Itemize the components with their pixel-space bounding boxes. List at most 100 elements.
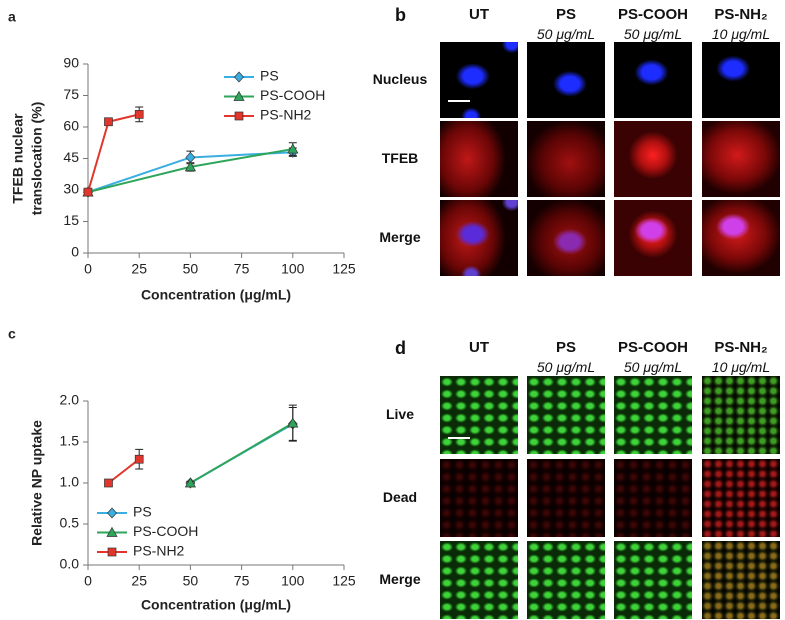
marker (83, 187, 93, 197)
micrograph (614, 200, 692, 276)
marker (107, 507, 117, 519)
marker (287, 417, 299, 428)
micrograph (440, 376, 518, 454)
y-tick-label: 60 (63, 118, 79, 134)
marker (107, 547, 117, 557)
column-header: PS (555, 339, 576, 356)
column-dose: 50 μg/mL (536, 26, 596, 42)
x-tick-label: 100 (281, 573, 305, 589)
column-header: UT (469, 339, 489, 356)
micrograph (614, 541, 692, 619)
x-tick-label: 0 (84, 261, 92, 277)
micrograph (440, 200, 518, 276)
column-header: PS (555, 6, 576, 23)
y-tick-label: 0 (71, 244, 79, 260)
y-tick-label: 15 (63, 212, 79, 228)
x-axis-title: Concentration (μg/mL) (141, 287, 291, 303)
y-axis-title: Relative NP uptake (29, 420, 45, 546)
micrograph (614, 376, 692, 454)
column-header: UT (469, 6, 489, 23)
row-label: Merge (379, 229, 421, 245)
micrograph (440, 121, 518, 197)
marker (104, 478, 113, 488)
micrograph (702, 42, 780, 118)
micrograph (702, 541, 780, 619)
x-tick-label: 75 (234, 261, 250, 277)
x-axis-title: Concentration (μg/mL) (141, 597, 291, 613)
legend-label: PS-NH2 (133, 543, 185, 559)
column-dose: 50 μg/mL (623, 359, 683, 375)
y-tick-label: 1.5 (60, 433, 80, 449)
marker (104, 117, 113, 127)
legend-label: PS (260, 68, 279, 84)
x-tick-label: 25 (131, 573, 147, 589)
x-tick-label: 125 (332, 261, 356, 277)
marker (106, 526, 118, 537)
micrograph (527, 42, 605, 118)
row-label: Live (385, 406, 414, 422)
y-axis-title: translocation (%) (29, 102, 45, 216)
row-label: Dead (382, 489, 418, 505)
y-tick-label: 75 (63, 86, 79, 102)
column-dose: 10 μg/mL (711, 26, 771, 42)
x-tick-label: 50 (183, 261, 199, 277)
row-label: Nucleus (372, 71, 428, 87)
panel-label: c (8, 326, 16, 342)
y-tick-label: 0.0 (60, 556, 80, 572)
micrograph (440, 541, 518, 619)
micrograph (614, 459, 692, 537)
micrograph (527, 541, 605, 619)
y-tick-label: 90 (63, 55, 79, 71)
row-label: TFEB (381, 150, 419, 166)
micrograph (702, 459, 780, 537)
marker (234, 71, 244, 83)
series-line (107, 458, 140, 484)
x-tick-label: 25 (131, 261, 147, 277)
micrograph (702, 121, 780, 197)
row-label: Merge (379, 571, 421, 587)
y-tick-label: 45 (63, 149, 79, 165)
micrograph (527, 121, 605, 197)
scale-bar (448, 100, 470, 102)
scale-bar (448, 437, 470, 439)
micrograph (702, 200, 780, 276)
marker (185, 151, 196, 163)
legend-label: PS-NH2 (260, 107, 312, 123)
y-tick-label: 30 (63, 181, 79, 197)
legend-label: PS-COOH (133, 523, 198, 539)
column-dose: 10 μg/mL (711, 359, 771, 375)
marker (134, 110, 144, 119)
micrograph (527, 200, 605, 276)
column-header: PS-COOH (617, 339, 688, 356)
micrograph (440, 459, 518, 537)
panel-label: b (395, 5, 406, 25)
column-dose: 50 μg/mL (623, 26, 683, 42)
column-header: PS-COOH (617, 6, 688, 23)
column-header: PS-NH₂ (714, 6, 768, 23)
micrograph (702, 376, 780, 454)
micrograph (614, 42, 692, 118)
panel-label: a (8, 9, 16, 25)
marker (134, 454, 144, 464)
y-tick-label: 0.5 (60, 515, 80, 531)
legend-label: PS (133, 504, 152, 520)
marker (287, 143, 299, 154)
legend-label: PS-COOH (260, 87, 325, 103)
marker (184, 161, 196, 172)
x-tick-label: 0 (84, 573, 92, 589)
series-line (189, 422, 294, 484)
x-tick-label: 75 (234, 573, 250, 589)
micrograph (527, 459, 605, 537)
micrograph (440, 42, 518, 118)
x-tick-label: 50 (183, 573, 199, 589)
column-dose: 50 μg/mL (536, 359, 596, 375)
marker (234, 111, 244, 121)
micrograph (614, 121, 692, 197)
marker (233, 90, 245, 101)
micrograph (527, 376, 605, 454)
y-axis-title: TFEB nuclear (10, 113, 26, 204)
x-tick-label: 125 (332, 573, 356, 589)
x-tick-label: 100 (281, 261, 305, 277)
